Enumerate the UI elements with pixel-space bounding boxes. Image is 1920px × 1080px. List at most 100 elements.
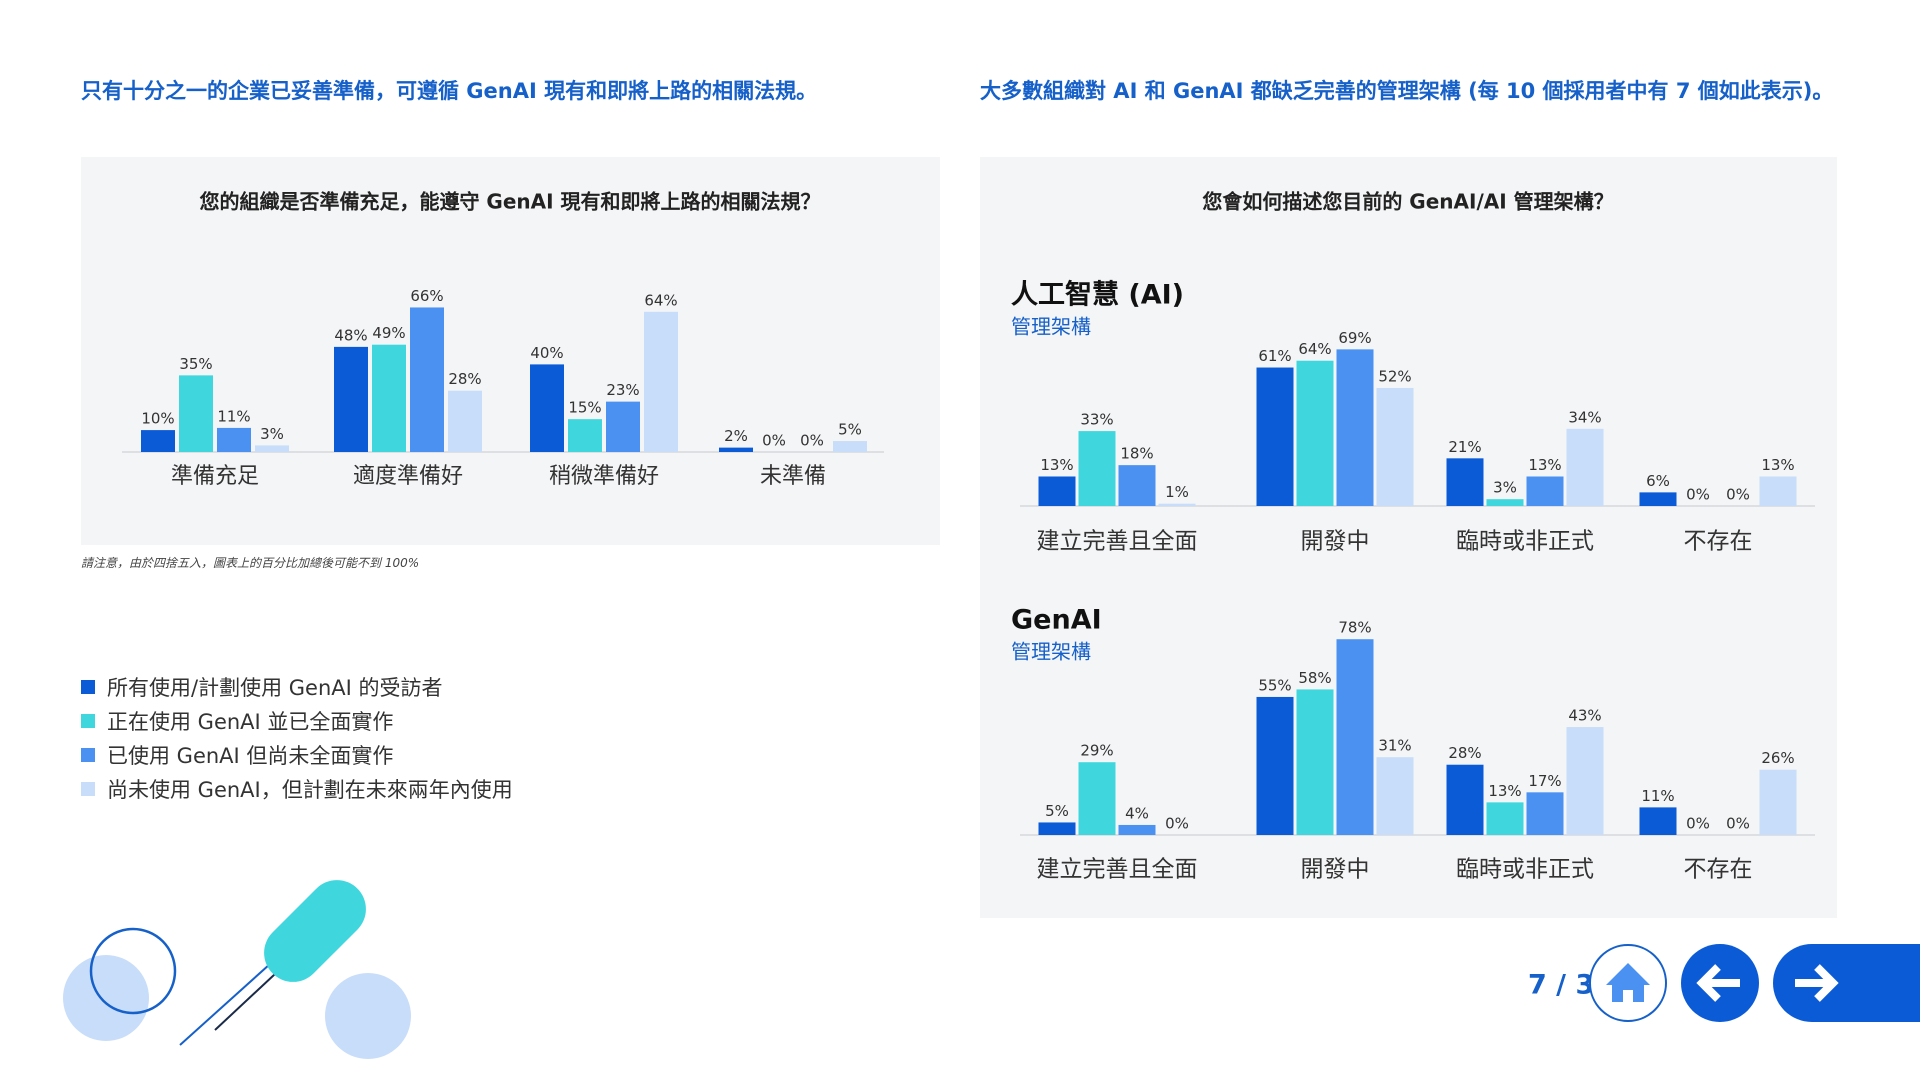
data-label: 15%: [568, 399, 601, 417]
bar: [255, 445, 289, 452]
legend-swatch: [81, 782, 95, 796]
x-tick-label: 建立完善且全面: [1037, 857, 1198, 883]
bar: [1118, 465, 1156, 506]
bar: [372, 344, 406, 452]
x-tick-label: 建立完善且全面: [1037, 529, 1198, 555]
section-title: GenAI: [1011, 605, 1102, 636]
data-label: 34%: [1568, 408, 1601, 426]
bar: [217, 427, 251, 452]
x-tick-label: 開發中: [1301, 529, 1370, 555]
data-label: 6%: [1646, 472, 1670, 490]
data-label: 10%: [141, 410, 174, 428]
bar: [530, 364, 564, 452]
left-heading: 只有十分之一的企業已妥善準備，可遵循 GenAI 現有和即將上路的相關法規。: [81, 79, 818, 103]
x-tick-label: 不存在: [1684, 857, 1753, 883]
bar: [1526, 792, 1564, 835]
bar: [448, 390, 482, 452]
bar: [1376, 387, 1414, 506]
data-label: 3%: [260, 425, 284, 443]
bar: [1639, 807, 1677, 835]
data-label: 0%: [1686, 815, 1710, 833]
x-tick-label: 未準備: [760, 464, 826, 489]
bar: [1078, 762, 1116, 835]
bar: [1446, 764, 1484, 835]
data-label: 2%: [724, 427, 748, 445]
left-panel: [81, 157, 940, 545]
bar: [1759, 769, 1797, 835]
bar: [1566, 727, 1604, 835]
data-label: 40%: [530, 344, 563, 362]
data-label: 69%: [1338, 329, 1371, 347]
data-label: 0%: [762, 432, 786, 450]
data-label: 52%: [1378, 367, 1411, 385]
right-heading: 大多數組織對 AI 和 GenAI 都缺乏完善的管理架構 (每 10 個採用者中…: [980, 79, 1834, 103]
x-tick-label: 不存在: [1684, 529, 1753, 555]
bar: [719, 447, 753, 452]
legend-label: 已使用 GenAI 但尚未全面實作: [107, 744, 394, 768]
bar: [410, 307, 444, 452]
legend-label: 所有使用/計劃使用 GenAI 的受訪者: [107, 676, 443, 700]
bar: [1486, 802, 1524, 835]
chart-title: 您會如何描述您目前的 GenAI/AI 管理架構？: [1202, 190, 1613, 214]
legend-swatch: [81, 680, 95, 694]
bar: [1376, 757, 1414, 835]
data-label: 64%: [1298, 340, 1331, 358]
data-label: 18%: [1120, 445, 1153, 463]
data-label: 4%: [1125, 804, 1149, 822]
back-button[interactable]: [1681, 944, 1759, 1022]
x-tick-label: 臨時或非正式: [1456, 857, 1594, 883]
x-tick-label: 準備充足: [171, 464, 259, 489]
footnote: 請注意，由於四捨五入，圖表上的百分比加總後可能不到 100%: [81, 556, 420, 570]
section-subtitle: 管理架構: [1011, 640, 1091, 664]
bar: [644, 311, 678, 452]
data-label: 55%: [1258, 676, 1291, 694]
bar: [1446, 458, 1484, 506]
data-label: 5%: [838, 421, 862, 439]
data-label: 5%: [1045, 802, 1069, 820]
data-label: 66%: [410, 287, 443, 305]
bar: [1038, 476, 1076, 506]
data-label: 3%: [1493, 479, 1517, 497]
data-label: 13%: [1488, 782, 1521, 800]
data-label: 48%: [334, 326, 367, 344]
x-tick-label: 開發中: [1301, 857, 1370, 883]
data-label: 28%: [1448, 744, 1481, 762]
legend-label: 正在使用 GenAI 並已全面實作: [107, 710, 394, 734]
bar: [568, 419, 602, 452]
data-label: 13%: [1528, 456, 1561, 474]
data-label: 28%: [448, 370, 481, 388]
bar: [141, 430, 175, 452]
data-label: 0%: [1726, 486, 1750, 504]
decoration: [63, 880, 411, 1059]
bar: [179, 375, 213, 452]
bar: [1759, 476, 1797, 506]
bar: [1256, 696, 1294, 835]
next-button[interactable]: [1773, 944, 1920, 1022]
data-label: 0%: [1726, 815, 1750, 833]
data-label: 0%: [800, 432, 824, 450]
legend: 所有使用/計劃使用 GenAI 的受訪者 正在使用 GenAI 並已全面實作 已使用…: [81, 670, 513, 806]
legend-label: 尚未使用 GenAI，但計劃在未來兩年內使用: [107, 778, 513, 802]
legend-item: 尚未使用 GenAI，但計劃在未來兩年內使用: [81, 772, 513, 806]
data-label: 29%: [1080, 742, 1113, 760]
data-label: 43%: [1568, 707, 1601, 725]
home-button[interactable]: [1589, 944, 1667, 1022]
data-label: 64%: [644, 291, 677, 309]
chart-title: 您的組織是否準備充足，能遵守 GenAI 現有和即將上路的相關法規？: [199, 190, 820, 214]
bar: [1256, 367, 1294, 506]
data-label: 11%: [1641, 787, 1674, 805]
data-label: 35%: [179, 355, 212, 373]
data-label: 13%: [1761, 456, 1794, 474]
section-subtitle: 管理架構: [1011, 315, 1091, 339]
bar: [1296, 360, 1334, 506]
data-label: 61%: [1258, 347, 1291, 365]
data-label: 26%: [1761, 749, 1794, 767]
bar: [1078, 431, 1116, 506]
bar: [334, 346, 368, 452]
data-label: 49%: [372, 324, 405, 342]
bar: [1158, 503, 1196, 506]
data-label: 13%: [1040, 456, 1073, 474]
data-label: 78%: [1338, 619, 1371, 637]
x-tick-label: 適度準備好: [353, 464, 463, 489]
